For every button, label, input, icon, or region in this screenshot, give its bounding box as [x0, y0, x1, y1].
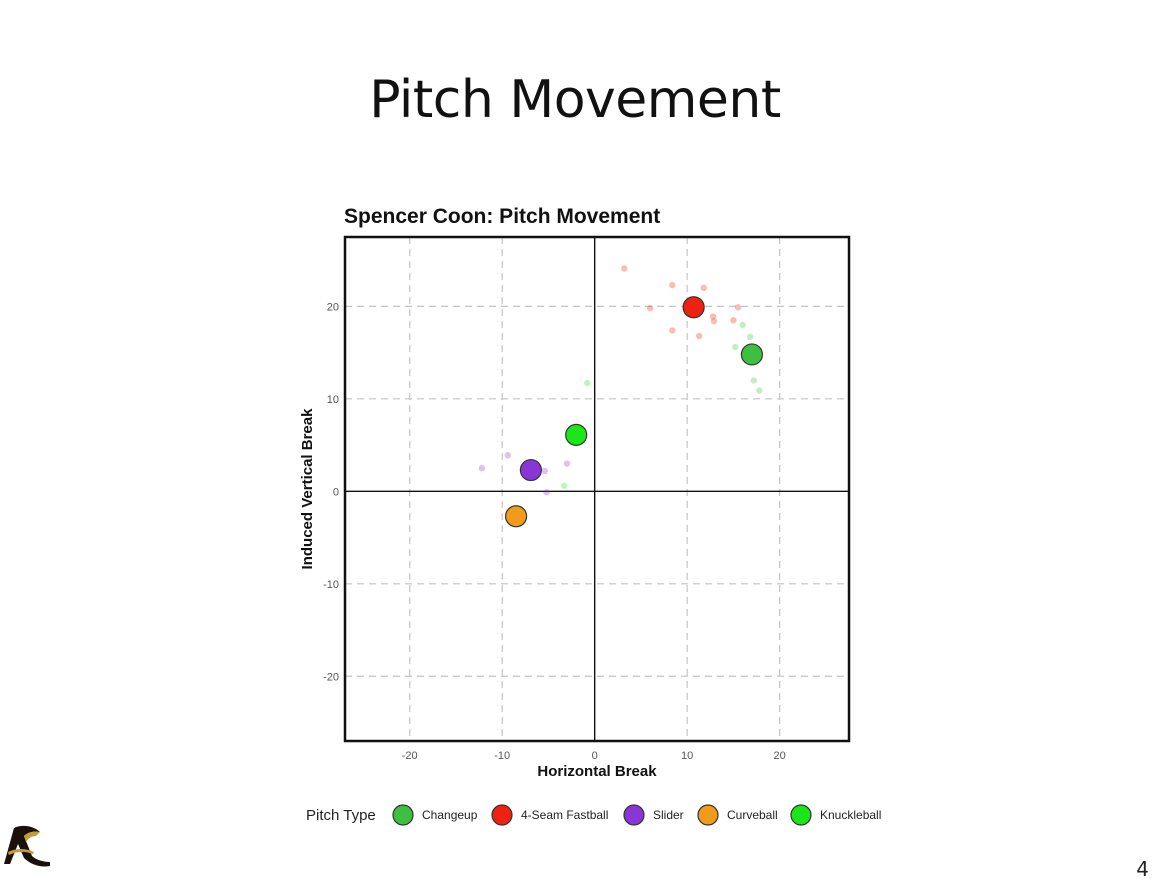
changeup-pitch-point: [746, 333, 754, 341]
4-seam-fastball-pitch-point: [669, 281, 676, 289]
team-logo: [4, 825, 50, 867]
x-axis-label: Horizontal Break: [537, 763, 657, 780]
legend-changeup-label: Changeup: [422, 808, 478, 822]
zero-axis-lines: [345, 237, 849, 741]
legend-changeup-swatch: [392, 804, 414, 826]
changeup-pitch-point: [750, 377, 757, 384]
4-seam-fastball-pitch-point: [710, 317, 718, 325]
legend-title: Pitch Type: [306, 807, 376, 824]
legend-knuckleball-swatch: [790, 804, 812, 826]
y-axis-label: Induced Vertical Break: [299, 408, 316, 570]
changeup-pitch-point: [732, 343, 739, 351]
legend: Pitch Type Changeup 4-Seam Fastball Slider…: [306, 804, 881, 826]
slider-pitch-point: [478, 464, 486, 472]
slide-title: Pitch Movement: [369, 70, 781, 130]
changeup-mean-point: [740, 343, 763, 366]
legend-4-seam-fastball-swatch: [491, 804, 513, 826]
legend-curveball-swatch: [697, 804, 719, 826]
individual-pitch-points: [478, 265, 763, 496]
x-tick-label: -20: [402, 750, 418, 762]
4-seam-fastball-pitch-point: [669, 327, 676, 334]
legend-4-seam-fastball-label: 4-Seam Fastball: [521, 808, 608, 822]
curveball-mean-point: [504, 505, 528, 528]
knuckleball-pitch-point: [584, 379, 591, 387]
chart-title: Spencer Coon: Pitch Movement: [344, 205, 660, 228]
x-tick-label: 20: [774, 750, 786, 762]
x-tick-labels: -20 -10 0 10 20: [402, 750, 786, 762]
changeup-pitch-point: [756, 387, 763, 394]
4-seam-fastball-mean-point: [682, 296, 705, 319]
4-seam-fastball-pitch-point: [734, 304, 742, 311]
slider-pitch-point: [541, 467, 548, 475]
legend-slider-label: Slider: [653, 808, 684, 822]
slider-pitch-point: [504, 452, 511, 459]
slider-mean-point: [519, 458, 542, 482]
slider-pitch-point: [563, 460, 571, 467]
slider-pitch-point: [543, 489, 550, 496]
grid-lines: [345, 237, 849, 741]
y-tick-labels: -20 -10 0 10 20: [323, 301, 339, 683]
pitch-type-mean-points: [504, 296, 763, 528]
x-tick-label: -10: [494, 750, 510, 762]
legend-knuckleball-label: Knuckleball: [820, 808, 881, 822]
4-seam-fastball-pitch-point: [709, 313, 717, 320]
y-tick-label: 10: [327, 394, 339, 406]
y-tick-label: -20: [323, 671, 339, 683]
4-seam-fastball-pitch-point: [730, 317, 737, 324]
legend-slider-swatch: [623, 804, 645, 826]
4-seam-fastball-pitch-point: [700, 284, 708, 292]
y-tick-label: 0: [333, 486, 339, 498]
page-number: 4: [1136, 857, 1149, 881]
plot-frame: [343, 235, 851, 743]
x-tick-label: 0: [592, 750, 598, 762]
x-tick-label: 10: [681, 750, 693, 762]
y-tick-label: -10: [323, 579, 339, 591]
legend-curveball-label: Curveball: [727, 808, 778, 822]
4-seam-fastball-pitch-point: [621, 265, 628, 272]
y-tick-label: 20: [327, 301, 339, 313]
changeup-pitch-point: [739, 321, 746, 329]
knuckleball-mean-point: [565, 423, 588, 447]
knuckleball-pitch-point: [560, 482, 568, 489]
4-seam-fastball-pitch-point: [646, 305, 654, 312]
4-seam-fastball-pitch-point: [695, 332, 703, 340]
